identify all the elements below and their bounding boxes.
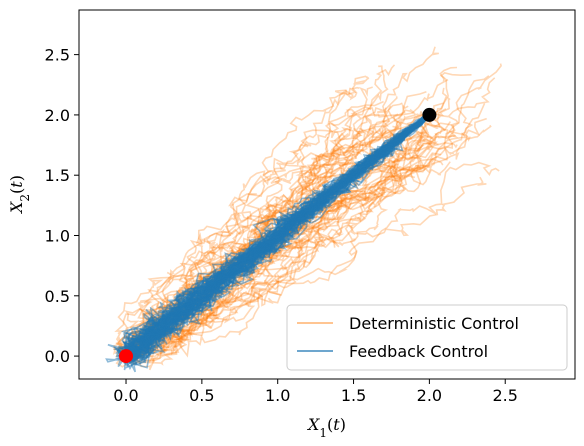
y-tick-label: 2.0 [45,106,70,125]
ticks: 0.0 0.5 1.0 1.5 2.0 2.5 0.0 0.5 1.0 1.5 2.0 2.5 [45,46,518,405]
y-tick-label: 2.5 [45,46,70,65]
deterministic-path [125,122,428,357]
deterministic-path [125,161,451,364]
legend: Deterministic Control Feedback Control [286,304,568,371]
legend-label: Feedback Control [349,342,488,361]
deterministic-path [125,190,367,357]
y-axis-label: X2(t) [7,175,32,215]
feedback-path [107,114,430,357]
x-tick-label: 1.0 [265,386,290,405]
axes-frame [78,9,576,380]
y-tick-label: 0.5 [45,287,70,306]
x-tick-label: 2.5 [492,386,517,405]
x-tick-label: 2.0 [417,386,442,405]
x-tick-label: 1.5 [341,386,366,405]
deterministic-path [113,86,360,357]
legend-label: Deterministic Control [349,314,519,333]
deterministic-path [125,129,363,357]
plot-area [105,46,502,373]
y-tick-label: 0.0 [45,347,70,366]
deterministic-path [114,168,374,357]
target-marker [422,107,437,122]
y-tick-label: 1.5 [45,166,70,185]
deterministic-path [125,108,447,363]
x-tick-label: 0.0 [113,386,138,405]
deterministic-path [125,139,435,365]
legend-box [286,304,568,371]
feedback-path [113,114,430,362]
deterministic-path [117,75,370,357]
y-tick-label: 1.0 [45,227,70,246]
feedback-path [122,114,431,364]
start-marker [119,349,134,364]
deterministic-path [125,77,496,357]
x-axis-label: X1(t) [306,415,346,440]
deterministic-path [124,117,487,358]
x-tick-label: 0.5 [189,386,214,405]
